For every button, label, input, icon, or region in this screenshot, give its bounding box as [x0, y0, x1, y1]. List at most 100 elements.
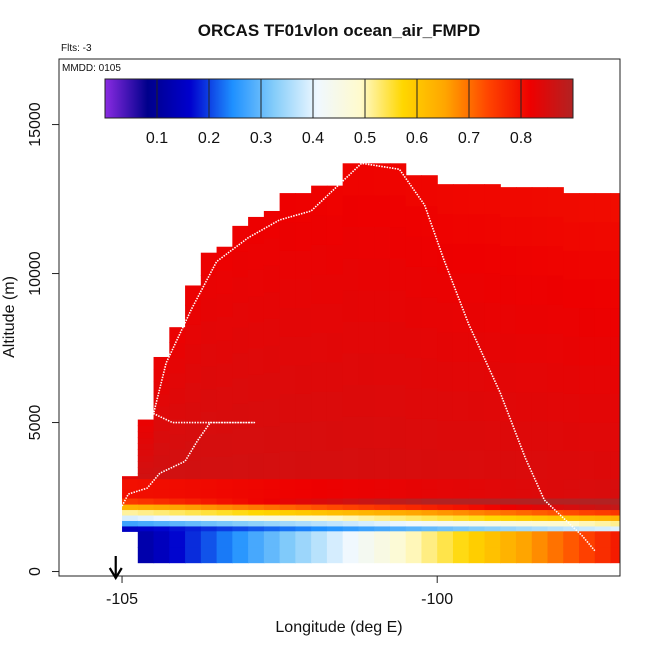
heatmap-cell: [216, 409, 233, 434]
heatmap-cell: [358, 226, 375, 259]
heatmap-cell: [311, 332, 328, 363]
heatmap-cell: [452, 272, 470, 303]
heatmap-cell: [263, 525, 281, 532]
heatmap-cell: [563, 278, 580, 309]
heatmap-cell: [342, 415, 360, 449]
colorbar-tick-label: 0.1: [146, 130, 168, 147]
heatmap-cell: [311, 498, 328, 505]
heatmap-cell: [137, 509, 155, 516]
heatmap-cell: [342, 194, 360, 228]
heatmap-cell: [484, 272, 501, 303]
heatmap-cell: [531, 514, 549, 521]
heatmap-cell: [468, 184, 486, 215]
heatmap-cell: [389, 194, 407, 228]
heatmap-cell: [405, 357, 423, 389]
heatmap-cell: [547, 503, 564, 511]
heatmap-cell: [185, 382, 202, 403]
heatmap-cell: [374, 415, 391, 449]
heatmap-cell: [531, 546, 549, 564]
heatmap-cell: [452, 531, 470, 548]
heatmap-cell: [137, 531, 155, 548]
heatmap-cell: [500, 391, 517, 422]
heatmap-cell: [437, 525, 454, 532]
heatmap-cell: [185, 509, 202, 516]
heatmap-cell: [405, 327, 423, 359]
heatmap-cell: [437, 272, 454, 303]
heatmap-cell: [216, 316, 233, 341]
heatmap-cell: [437, 213, 454, 244]
heatmap-cell: [185, 514, 202, 521]
heatmap-cell: [326, 244, 344, 275]
heatmap-cell: [389, 384, 407, 417]
heatmap-cell: [295, 450, 312, 480]
heatmap-cell: [421, 327, 438, 359]
heatmap-cell: [358, 546, 375, 564]
heatmap-cell: [515, 449, 533, 480]
heatmap-cell: [421, 525, 438, 532]
heatmap-cell: [185, 531, 202, 548]
heatmap-cell: [468, 272, 486, 303]
heatmap-cell: [515, 503, 533, 511]
heatmap-cell: [153, 531, 170, 548]
heatmap-cell: [153, 525, 170, 532]
heatmap-cell: [153, 454, 170, 468]
heatmap-cell: [437, 243, 454, 274]
heatmap-cell: [594, 503, 612, 511]
heatmap-cell: [515, 216, 533, 247]
heatmap-cell: [374, 509, 391, 516]
heatmap-cell: [547, 525, 564, 532]
heatmap-cell: [311, 546, 328, 564]
heatmap-cell: [200, 456, 218, 480]
heatmap-cell: [326, 509, 344, 516]
heatmap-cell: [515, 531, 533, 548]
heatmap-cell: [500, 187, 517, 217]
heatmap-cell: [547, 187, 564, 217]
heatmap-cell: [216, 509, 233, 516]
heatmap-cell: [137, 425, 155, 433]
heatmap-cell: [374, 520, 391, 527]
heatmap-cell: [311, 420, 328, 451]
heatmap-cell: [342, 226, 360, 259]
heatmap-cell: [263, 520, 281, 527]
heatmap-cell: [374, 163, 391, 196]
heatmap-cell: [468, 509, 486, 516]
heatmap-cell: [452, 331, 470, 362]
heatmap-cell: [122, 479, 139, 490]
heatmap-cell: [610, 546, 620, 564]
heatmap-cell: [563, 364, 580, 394]
heatmap-cell: [358, 514, 375, 521]
heatmap-cell: [169, 520, 186, 527]
heatmap-cell: [137, 520, 155, 527]
heatmap-cell: [342, 479, 360, 490]
heatmap-cell: [547, 514, 564, 521]
heatmap-cell: [610, 278, 620, 309]
position-arrow-head: [108, 567, 123, 581]
heatmap-cell: [342, 509, 360, 516]
heatmap-cell: [563, 336, 580, 366]
heatmap-cell: [279, 336, 296, 366]
heatmap-cell: [579, 509, 596, 516]
heatmap-cell: [200, 514, 218, 521]
heatmap-cell: [295, 364, 312, 394]
heatmap-cell: [248, 426, 265, 454]
heatmap-cell: [326, 531, 344, 548]
heatmap-cell: [437, 531, 454, 548]
heatmap-cell: [311, 509, 328, 516]
heatmap-cell: [295, 509, 312, 516]
heatmap-cell: [200, 503, 218, 511]
heatmap-cell: [153, 503, 170, 511]
axes: -105 -100 0 5000 10000 15000: [27, 102, 453, 608]
heatmap-cell: [216, 362, 233, 387]
heatmap-cell: [515, 525, 533, 532]
heatmap-cell: [610, 525, 620, 532]
heatmap-cell: [311, 488, 328, 500]
heatmap-cell: [137, 473, 155, 480]
heatmap-cell: [326, 185, 344, 216]
heatmap-cell: [326, 488, 344, 500]
heatmap-cell: [468, 479, 486, 490]
heatmap-cell: [389, 525, 407, 532]
heatmap-cell: [500, 362, 517, 393]
heatmap-cell: [500, 303, 517, 334]
heatmap-cell: [389, 289, 407, 322]
